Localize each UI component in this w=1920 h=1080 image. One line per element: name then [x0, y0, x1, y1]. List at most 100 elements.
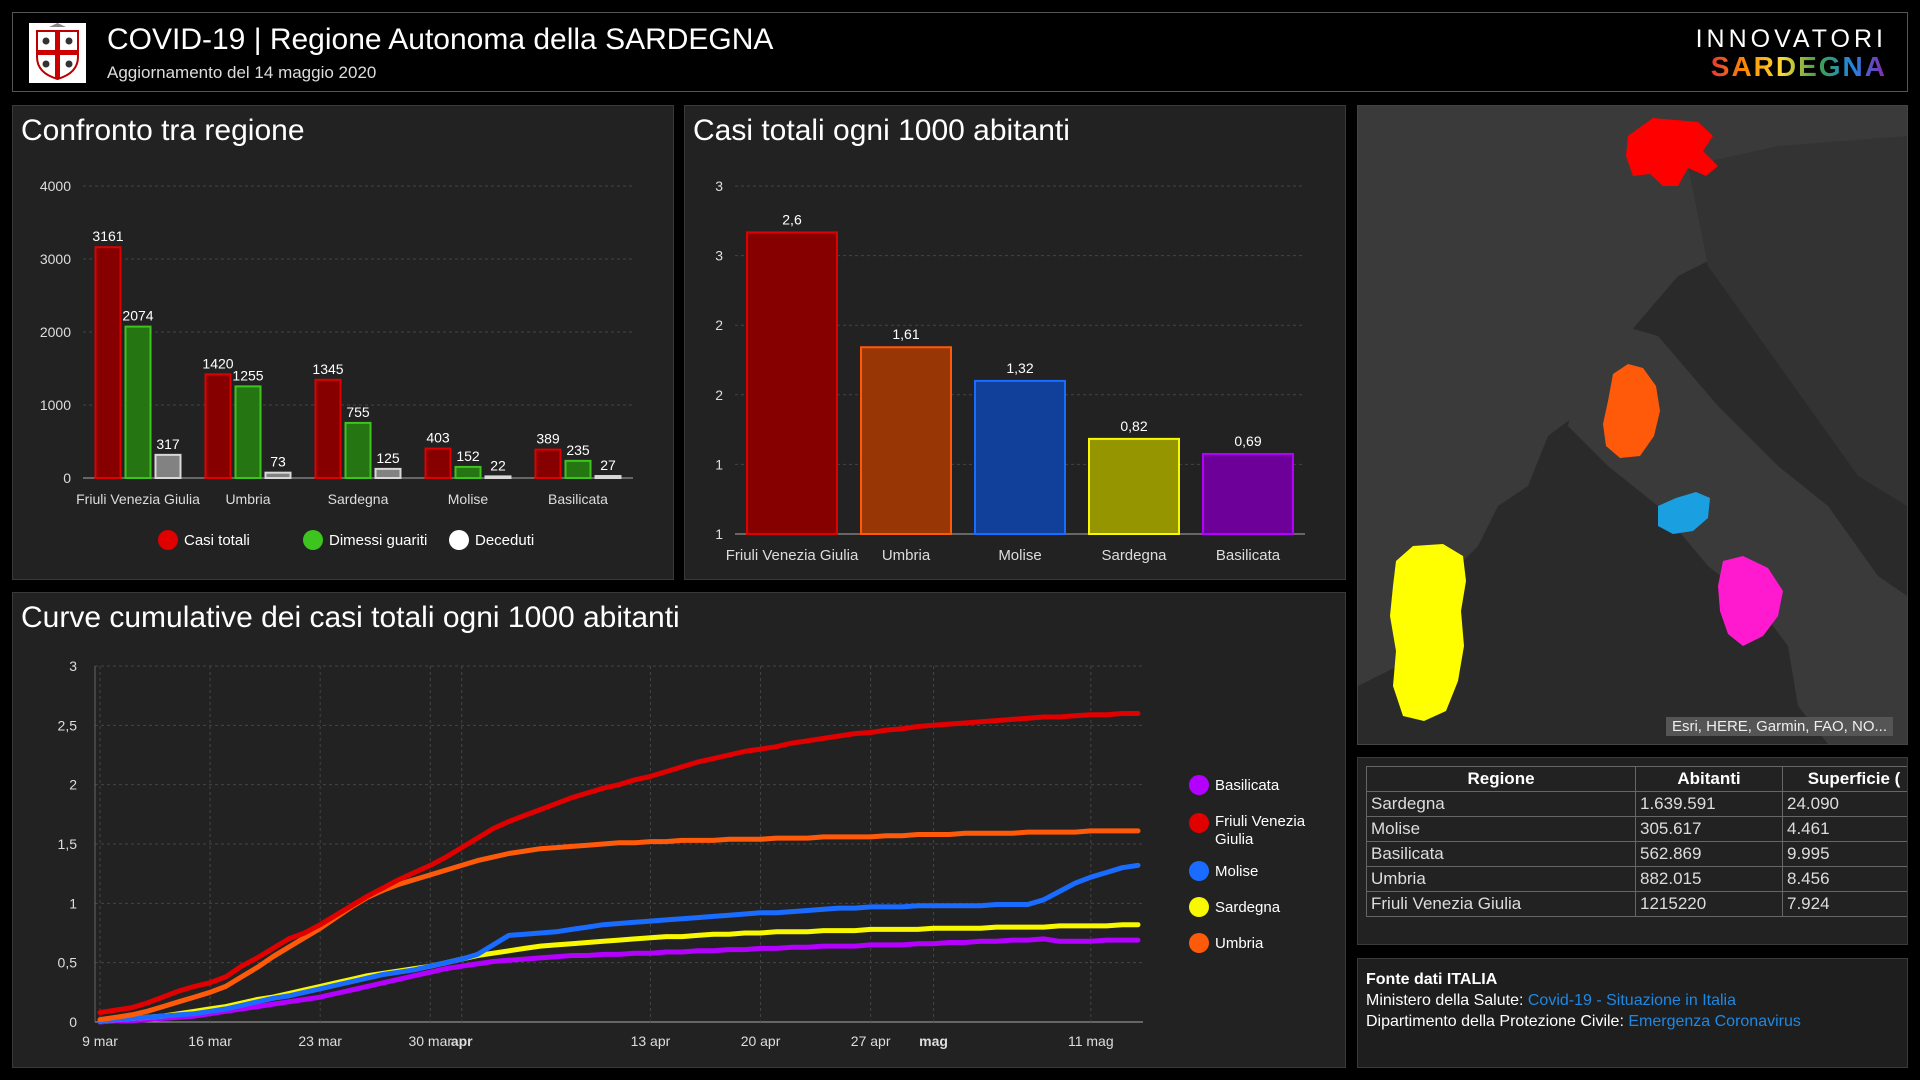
bar [234, 385, 262, 479]
bar [204, 373, 232, 479]
bar [424, 447, 452, 479]
bar-value-label: 235 [566, 442, 590, 458]
bar [564, 459, 592, 480]
legend-friuli[interactable]: Friuli Venezia Giulia [1189, 813, 1319, 849]
bar [124, 325, 152, 479]
table-row[interactable]: Umbria 882.015 8.456 [1366, 866, 1907, 892]
confronto-chart: 0 1000 2000 3000 4000 3161 2074 317 Friuli Venez… [40, 178, 633, 507]
cell-regione: Umbria [1366, 866, 1636, 892]
table-row[interactable]: Friuli Venezia Giulia 1215220 7.924 [1366, 891, 1907, 917]
cell-regione: Sardegna [1366, 791, 1636, 817]
map-panel[interactable]: Esri, HERE, Garmin, FAO, NO... [1357, 105, 1908, 745]
y-tick-label: 0 [63, 470, 71, 486]
x-tick-label: mag [919, 1033, 948, 1049]
x-tick-label: Basilicata [548, 491, 608, 507]
y-tick-label: 0 [69, 1014, 77, 1030]
bar-value-label: 1420 [202, 355, 233, 371]
bar-value-label: 389 [536, 431, 560, 447]
map-attribution[interactable]: Esri, HERE, Garmin, FAO, NO... [1665, 717, 1893, 736]
page-title: COVID-19 | Regione Autonoma della SARDEG… [107, 23, 774, 56]
bar [374, 467, 402, 479]
x-tick-label: 16 mar [188, 1033, 232, 1049]
col-regione[interactable]: Regione [1366, 766, 1636, 792]
legend-basilicata[interactable]: Basilicata [1189, 775, 1279, 795]
bar [534, 448, 562, 479]
legend-label: Dimessi guariti [329, 531, 428, 549]
col-abitanti[interactable]: Abitanti [1635, 766, 1783, 792]
legend-swatch [449, 530, 469, 550]
regione-logo [29, 23, 86, 83]
x-tick-label: 23 mar [298, 1033, 342, 1049]
series-line [97, 711, 1141, 1015]
x-tick-label: apr [451, 1033, 473, 1049]
bar-value-label: 317 [156, 436, 180, 452]
cell-regione: Molise [1366, 816, 1636, 842]
y-tick-label: 4000 [40, 178, 71, 194]
brand-innovatori: INNOVATORI [1695, 25, 1887, 53]
cell-abitanti: 882.015 [1635, 866, 1783, 892]
x-tick-label: Umbria [225, 491, 270, 507]
source-1-label: Ministero della Salute: [1366, 992, 1524, 1009]
x-tick-label: 13 apr [631, 1033, 671, 1049]
x-tick-label: Friuli Venezia Giulia [76, 491, 200, 507]
legend-swatch [1189, 933, 1209, 953]
bar [1088, 437, 1180, 536]
y-tick-label: 3 [69, 658, 77, 674]
bar [860, 346, 952, 535]
legend-swatch [1189, 861, 1209, 881]
y-tick-label: 1,5 [58, 836, 78, 852]
series-line [97, 828, 1141, 1023]
legend-sardegna[interactable]: Sardegna [1189, 897, 1280, 917]
bar-value-label: 22 [490, 457, 506, 473]
legend-dimessi-guariti[interactable]: Dimessi guariti [303, 530, 427, 550]
cell-abitanti: 1215220 [1635, 891, 1783, 917]
x-tick-label: Molise [448, 491, 489, 507]
series-line [97, 862, 1141, 1024]
region-umbria [1603, 364, 1660, 458]
series-line [97, 936, 1141, 1025]
confronto-panel: Confronto tra regione 0 1000 2000 3000 4000 3… [12, 105, 674, 580]
cell-abitanti: 562.869 [1635, 841, 1783, 867]
casi-title: Casi totali ogni 1000 abitanti [693, 114, 1070, 147]
legend-casi-totali[interactable]: Casi totali [158, 530, 250, 550]
legend-swatch [1189, 813, 1209, 833]
bar [344, 421, 372, 480]
source-1-link[interactable]: Covid-19 - Situazione in Italia [1527, 992, 1736, 1009]
cell-superficie: 4.461 [1782, 816, 1907, 842]
region-friuli [1626, 118, 1718, 186]
table-row[interactable]: Sardegna 1.639.591 24.090 [1366, 791, 1907, 817]
italy-map[interactable] [1358, 106, 1907, 744]
legend-umbria[interactable]: Umbria [1189, 933, 1263, 953]
legend-deceduti[interactable]: Deceduti [449, 530, 534, 550]
legend-molise[interactable]: Molise [1189, 861, 1258, 881]
bar [264, 471, 292, 479]
update-date: Aggiornamento del 14 maggio 2020 [107, 63, 377, 82]
bar-value-label: 2074 [122, 308, 153, 324]
bar-value-label: 1345 [312, 361, 343, 377]
bar-value-label: 73 [270, 454, 286, 470]
x-tick-label: 30 mar [408, 1033, 452, 1049]
bar-value-label: 1,32 [1006, 360, 1033, 376]
land-corsica [1420, 426, 1463, 526]
source-2-link[interactable]: Emergenza Coronavirus [1628, 1013, 1801, 1030]
bar [94, 246, 122, 480]
table-row[interactable]: Basilicata 562.869 9.995 [1366, 841, 1907, 867]
curve-panel: Curve cumulative dei casi totali ogni 10… [12, 592, 1346, 1068]
regions-table: Regione Abitanti Superficie ( Sardegna 1… [1366, 766, 1907, 917]
cell-superficie: 8.456 [1782, 866, 1907, 892]
cell-superficie: 9.995 [1782, 841, 1907, 867]
y-tick-label: 2 [69, 777, 77, 793]
table-row[interactable]: Molise 305.617 4.461 [1366, 816, 1907, 842]
bar-value-label: 1255 [232, 367, 263, 383]
source-line-2: Dipartimento della Protezione Civile: Em… [1366, 1011, 1801, 1032]
legend-swatch [1189, 897, 1209, 917]
col-superficie[interactable]: Superficie ( [1782, 766, 1907, 792]
y-tick-label: 3 [715, 178, 723, 194]
table-panel: Regione Abitanti Superficie ( Sardegna 1… [1357, 757, 1908, 945]
sources-panel: Fonte dati ITALIA Ministero della Salute… [1357, 958, 1908, 1068]
bar-value-label: 152 [456, 448, 480, 464]
y-tick-label: 3 [715, 248, 723, 264]
bar-value-label: 403 [426, 430, 450, 446]
x-tick-label: 11 mag [1068, 1033, 1114, 1049]
